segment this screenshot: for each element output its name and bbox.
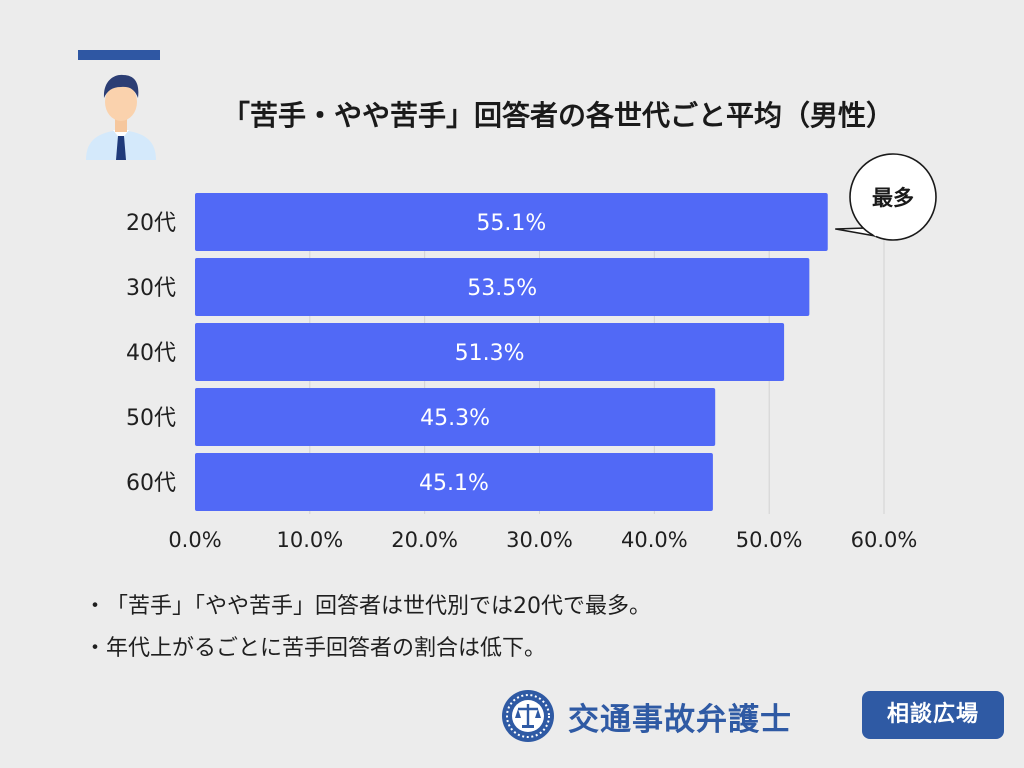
category-label: 20代 [126, 211, 176, 236]
x-tick-label: 0.0% [168, 528, 221, 552]
chart-title: 「苦手・やや苦手」回答者の各世代ごと平均（男性） [222, 99, 895, 132]
brand-logo: 交通事故弁護士 相談広場 [500, 688, 1005, 744]
category-label: 40代 [126, 341, 176, 366]
x-tick-label: 30.0% [506, 528, 573, 552]
note-text: 年代上がるごとに苦手回答者の割合は低下。 [106, 636, 547, 661]
x-tick-label: 40.0% [621, 528, 688, 552]
male-office-worker-icon [86, 74, 156, 160]
bar-value-label: 53.5% [467, 276, 537, 301]
callout-bubble [849, 153, 937, 241]
bar-value-label: 51.3% [455, 341, 525, 366]
x-tick-label: 20.0% [391, 528, 458, 552]
x-tick-label: 60.0% [851, 528, 918, 552]
notes-list: ・「苦手」「やや苦手」回答者は世代別では20代で最多。 ・年代上がるごとに苦手回… [84, 586, 651, 670]
bar-50代 [195, 388, 716, 446]
bar-20代 [195, 193, 828, 251]
x-tick-label: 10.0% [276, 528, 343, 552]
bar-chart: 0.0% 10.0% 20.0% 30.0% 40.0% 50.0% 60.0% 55.1% 2… [126, 153, 937, 552]
bar-30代 [195, 258, 810, 316]
note-item: ・「苦手」「やや苦手」回答者は世代別では20代で最多。 [84, 586, 651, 628]
note-text: 「苦手」「やや苦手」回答者は世代別では20代で最多。 [106, 594, 651, 619]
category-label: 60代 [126, 471, 176, 496]
bar-value-label: 45.1% [419, 471, 489, 496]
category-label: 30代 [126, 276, 176, 301]
bullet-dot: ・ [84, 636, 107, 661]
category-label: 50代 [126, 406, 176, 431]
bar-value-label: 45.3% [420, 406, 490, 431]
logo-name: 交通事故弁護士 [568, 702, 792, 738]
bar-40代 [195, 323, 785, 381]
bar-60代 [195, 453, 713, 511]
callout-label: 最多 [872, 186, 914, 210]
callout-seam [861, 221, 879, 237]
title-accent-bar [78, 50, 160, 60]
bullet-dot: ・ [84, 594, 107, 619]
bar-value-label: 55.1% [476, 211, 546, 236]
logo-badge: 相談広場 [862, 691, 1004, 739]
note-item: ・年代上がるごとに苦手回答者の割合は低下。 [84, 628, 651, 670]
scales-of-justice-emblem-icon [502, 690, 554, 742]
x-tick-label: 50.0% [736, 528, 803, 552]
